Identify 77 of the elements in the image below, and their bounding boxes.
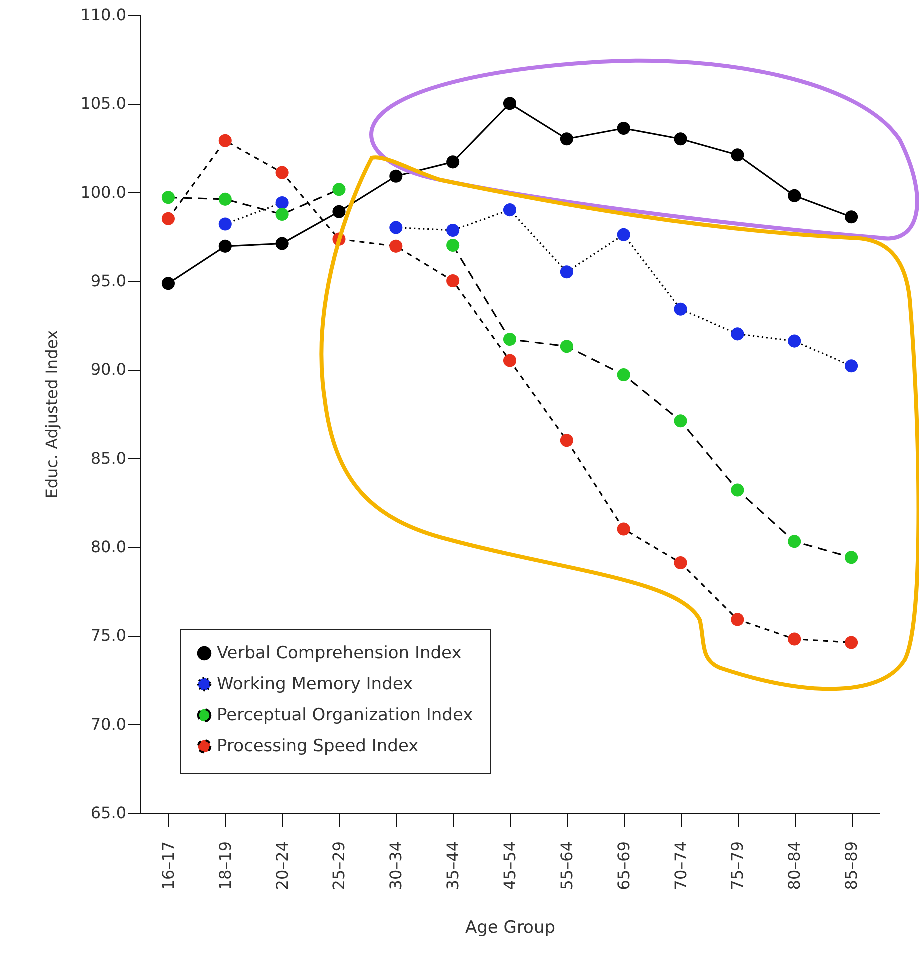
y-axis-title: Educ. Adjusted Index xyxy=(42,330,62,499)
point xyxy=(617,228,630,242)
y-tick-label: 95.0 xyxy=(90,272,126,290)
point xyxy=(390,170,403,183)
point xyxy=(218,240,232,253)
point xyxy=(617,368,630,382)
point xyxy=(503,354,517,368)
point xyxy=(218,218,232,231)
x-tick-label: 18–19 xyxy=(216,842,235,890)
point xyxy=(560,434,574,448)
point xyxy=(446,274,460,288)
x-tick-label: 45–54 xyxy=(500,842,520,890)
point xyxy=(560,132,574,146)
point xyxy=(845,360,858,373)
point xyxy=(390,221,403,234)
legend-label: Working Memory Index xyxy=(217,674,414,694)
x-tick-label: 70–74 xyxy=(671,842,690,890)
point xyxy=(788,189,802,202)
x-axis-title: Age Group xyxy=(465,918,556,938)
point xyxy=(731,613,744,626)
point xyxy=(845,636,858,650)
point xyxy=(674,556,688,570)
y-tick-label: 75.0 xyxy=(90,626,126,646)
y-tick-label: 105.0 xyxy=(80,94,126,114)
point xyxy=(731,148,744,162)
point xyxy=(617,522,630,536)
y-tick-label: 65.0 xyxy=(90,804,126,822)
point xyxy=(446,224,460,237)
point xyxy=(162,277,175,290)
y-tick-label: 90.0 xyxy=(90,360,126,380)
point xyxy=(276,208,289,222)
y-tick-label: 110.0 xyxy=(80,6,126,24)
point xyxy=(446,156,460,169)
point xyxy=(560,266,574,279)
point xyxy=(788,535,802,548)
x-tick-label: 85–89 xyxy=(842,842,862,890)
point xyxy=(560,340,574,354)
x-tick-label: 55–64 xyxy=(557,842,576,890)
x-tick-label: 75–79 xyxy=(728,842,748,890)
point xyxy=(731,328,744,341)
point xyxy=(218,134,232,148)
point xyxy=(332,205,346,218)
point xyxy=(218,192,232,206)
point xyxy=(503,97,517,110)
x-tick-label: 35–44 xyxy=(444,842,463,890)
x-tick-label: 20–24 xyxy=(272,842,292,890)
y-tick-label: 85.0 xyxy=(90,448,126,468)
point xyxy=(845,551,858,564)
point xyxy=(390,240,403,253)
point xyxy=(332,183,346,196)
point xyxy=(276,196,289,210)
point xyxy=(446,239,460,252)
x-tick-label: 25–29 xyxy=(330,842,349,890)
legend-label: Processing Speed Index xyxy=(217,736,419,756)
point xyxy=(617,122,630,135)
point xyxy=(845,210,858,224)
point xyxy=(503,333,517,346)
point xyxy=(162,212,175,226)
x-tick-label: 80–84 xyxy=(785,842,804,890)
point xyxy=(162,191,175,204)
point xyxy=(674,414,688,428)
point xyxy=(674,132,688,146)
y-tick-label: 70.0 xyxy=(90,714,126,734)
point xyxy=(276,237,289,250)
legend-label: Verbal Comprehension Index xyxy=(217,644,462,664)
point xyxy=(674,302,688,316)
y-tick-label: 100.0 xyxy=(80,182,126,202)
legend-label: Perceptual Organization Index xyxy=(217,706,474,726)
point xyxy=(503,204,517,217)
point xyxy=(788,334,802,348)
x-tick-label: 30–34 xyxy=(386,842,406,890)
y-tick-label: 80.0 xyxy=(90,538,126,556)
point xyxy=(276,166,289,180)
point xyxy=(788,632,802,646)
x-tick-label: 16–17 xyxy=(158,842,178,890)
x-tick-label: 65–69 xyxy=(614,842,634,890)
point xyxy=(731,484,744,497)
